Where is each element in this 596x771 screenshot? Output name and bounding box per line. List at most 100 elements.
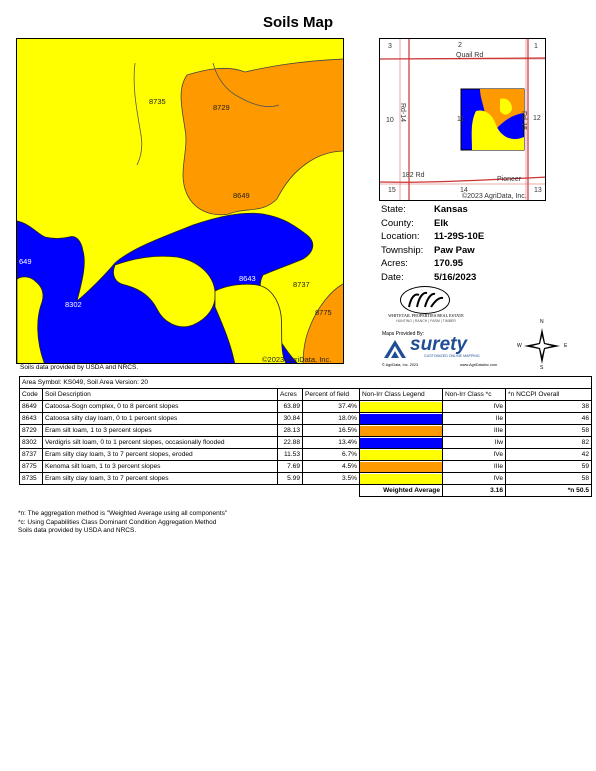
map-label-8735: 8735	[149, 97, 166, 106]
cell-pct: 3.5%	[302, 472, 360, 485]
loc-label-quail-rd: Quail Rd	[456, 52, 484, 59]
legend-swatch	[360, 401, 442, 412]
main-map-copyright: ©2023 AgriData, Inc.	[262, 355, 332, 364]
agridata-url: www.AgriDataInc.com	[460, 363, 498, 367]
cell-acres: 30.84	[277, 412, 303, 425]
cell-acres: 5.99	[277, 472, 303, 485]
info-location: Location: 11-29S-10E	[381, 231, 485, 243]
compass-s: S	[540, 365, 544, 371]
whitetail-logo-icon	[400, 286, 450, 314]
map-label-8649: 8649	[233, 191, 250, 200]
cell-pct: 13.4%	[302, 436, 360, 449]
cell-nccpi: 46	[505, 412, 592, 425]
table-header-row: Code Soil Description Acres Percent of f…	[19, 388, 592, 401]
compass-e: E	[564, 343, 568, 349]
area-symbol: Area Symbol: KS049, Soil Area Version: 2…	[19, 376, 592, 389]
header-nccpi: *n NCCPI Overall	[505, 388, 592, 401]
loc-label-rd15: Rd-15	[520, 110, 528, 131]
legend-swatch	[360, 449, 442, 460]
header-legend: Non-Irr Class Legend	[359, 388, 443, 401]
cell-code: 8643	[19, 412, 43, 425]
footnote-c: *c: Using Capabilities Class Dominant Co…	[18, 518, 217, 526]
page-title: Soils Map	[262, 14, 333, 31]
header-acres: Acres	[277, 388, 303, 401]
header-description: Soil Description	[42, 388, 278, 401]
cell-legend	[359, 424, 443, 437]
soil-zone-8729	[180, 58, 343, 216]
cell-code: 8735	[19, 472, 43, 485]
surety-logo-icon	[382, 338, 408, 360]
legend-swatch	[360, 425, 442, 436]
soils-table: Area Symbol: KS049, Soil Area Version: 2…	[19, 376, 592, 497]
cell-cls: IVe	[442, 448, 506, 461]
loc-label-section-3: 3	[388, 43, 392, 50]
cell-desc: Kenoma silt loam, 1 to 3 percent slopes	[42, 460, 278, 473]
cell-acres: 63.89	[277, 400, 303, 413]
cell-pct: 18.0%	[302, 412, 360, 425]
cell-legend	[359, 436, 443, 449]
compass-rose-icon	[522, 326, 562, 366]
cell-legend	[359, 460, 443, 473]
cell-desc: Verdigris silt loam, 0 to 1 percent slop…	[42, 436, 278, 449]
header-percent: Percent of field	[302, 388, 360, 401]
header-code: Code	[19, 388, 43, 401]
cell-legend	[359, 400, 443, 413]
surety-wordmark: surety	[410, 334, 468, 355]
table-row: 8775 Kenoma silt loam, 1 to 3 percent slo…	[19, 460, 592, 473]
cell-nccpi: 58	[505, 424, 592, 437]
soil-zone-8775	[302, 283, 343, 363]
footnote-n: *n: The aggregation method is "Weighted …	[18, 510, 228, 517]
legend-swatch	[360, 473, 442, 484]
info-acres: Acres: 170.95	[381, 258, 464, 270]
cell-acres: 7.69	[277, 460, 303, 473]
main-map-credit: Soils data provided by USDA and NRCS.	[20, 364, 139, 371]
soil-zone-left-strip	[17, 276, 45, 363]
table-area-row: Area Symbol: KS049, Soil Area Version: 2…	[19, 376, 592, 389]
cell-nccpi: 38	[505, 400, 592, 413]
table-row: 8729 Eram silt loam, 1 to 3 percent slope…	[19, 424, 592, 437]
legend-swatch	[360, 413, 442, 424]
loc-label-182-rd: 182 Rd	[402, 172, 425, 179]
cell-desc: Eram silty clay loam, 3 to 7 percent slo…	[42, 472, 278, 485]
soil-boundary-8729	[212, 62, 280, 107]
map-label-8643: 8643	[239, 274, 256, 283]
cell-desc: Eram silt loam, 1 to 3 percent slopes	[42, 424, 278, 437]
info-state: State: Kansas	[381, 204, 468, 215]
footnote-source: Soils data provided by USDA and NRCS.	[18, 527, 137, 535]
soils-map-canvas	[17, 39, 343, 363]
loc-label-section-12: 12	[533, 115, 541, 122]
location-map[interactable]: 3 2 1 Quail Rd 10 Rd-14 11 12 Rd-15 182 …	[379, 38, 546, 201]
cell-nccpi: 59	[505, 460, 592, 473]
loc-label-section-14: 14	[460, 187, 468, 194]
agridata-copyright: © AgriData, Inc. 2023	[382, 363, 419, 367]
property-info: State: Kansas County: Elk Location: 11-29S-…	[381, 204, 551, 286]
legend-swatch	[360, 437, 442, 448]
whitetail-subtitle: HUNTING | RANCH | FARM | TIMBER	[396, 319, 456, 323]
weighted-average-row: Weighted Average 3.16 *n 50.5	[20, 484, 592, 497]
surety-tagline: CUSTOMIZED ONLINE MAPPING	[424, 354, 480, 358]
cell-nccpi: 82	[505, 436, 592, 449]
parcel-outline	[460, 88, 525, 151]
info-township: Township: Paw Paw	[381, 244, 475, 256]
cell-code: 8729	[19, 424, 43, 437]
weighted-average-nccpi: *n 50.5	[505, 484, 592, 497]
table-row: 8302 Verdigris silt loam, 0 to 1 percent …	[19, 436, 592, 449]
cell-nccpi: 58	[505, 472, 592, 485]
cell-desc: Eram silty clay loam, 3 to 7 percent slo…	[42, 448, 278, 461]
cell-cls: IVe	[442, 400, 506, 413]
cell-desc: Catoosa-Sogn complex, 0 to 8 percent slo…	[42, 400, 278, 413]
cell-cls: IVe	[442, 472, 506, 485]
cell-pct: 16.5%	[302, 424, 360, 437]
table-row: 8649 Catoosa-Sogn complex, 0 to 8 percent…	[19, 400, 592, 413]
loc-label-section-2: 2	[458, 42, 462, 49]
soils-map[interactable]: 8735 8729 8649 8643 8737 8775 8302 649	[16, 38, 344, 364]
cell-pct: 37.4%	[302, 400, 360, 413]
cell-desc: Catoosa silty clay loam, 0 to 1 percent …	[42, 412, 278, 425]
road-quail	[380, 57, 545, 60]
loc-label-section-10: 10	[386, 117, 394, 124]
footnotes: *n: The aggregation method is "Weighted …	[18, 510, 227, 536]
loc-label-section-1: 1	[534, 43, 538, 50]
road-182	[380, 176, 545, 183]
whitetail-name: WHITETAIL PROPERTIES REAL ESTATE	[388, 313, 464, 318]
loc-label-section-13: 13	[534, 187, 542, 194]
